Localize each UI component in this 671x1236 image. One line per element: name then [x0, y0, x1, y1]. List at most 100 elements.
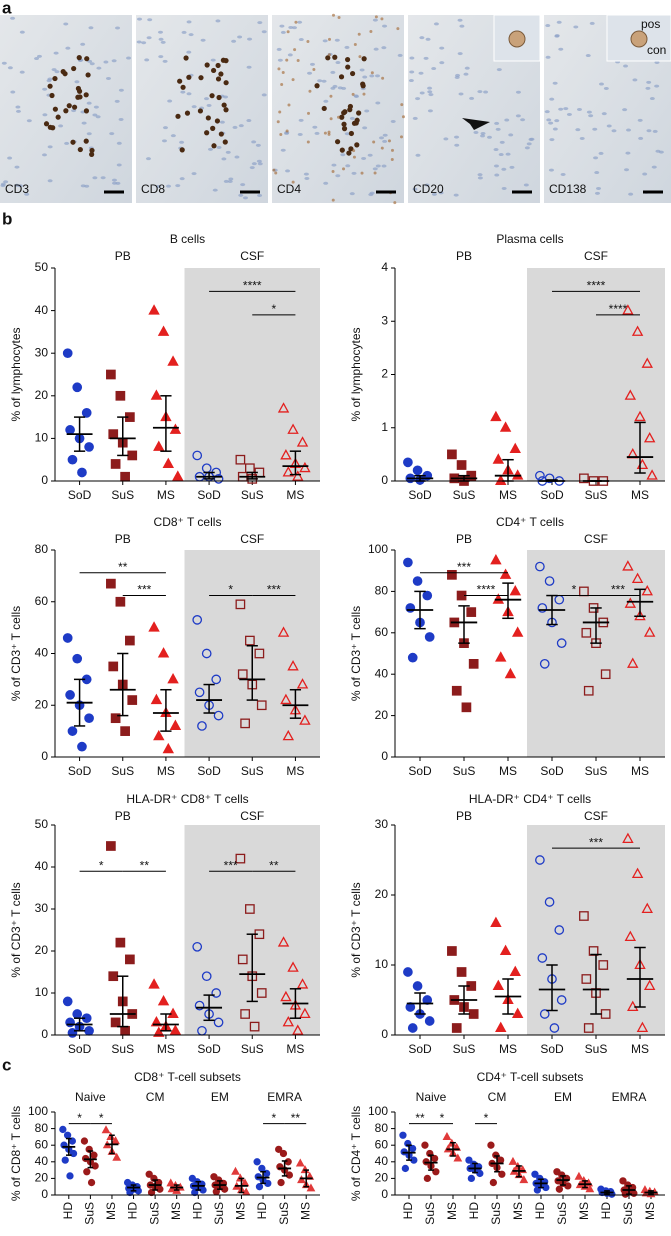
- cell: [493, 164, 499, 168]
- group-label: CSF: [584, 249, 608, 263]
- cell: [454, 135, 460, 139]
- data-point: [619, 1177, 627, 1185]
- cell: [285, 169, 291, 173]
- data-point: [624, 389, 637, 400]
- cell: [379, 136, 385, 140]
- data-point: [245, 635, 255, 646]
- data-point: [72, 653, 83, 664]
- stained-cell: [55, 114, 61, 120]
- data-point: [67, 1028, 78, 1038]
- stained-cell: [197, 108, 204, 114]
- x-tick-label: SuS: [423, 1202, 437, 1225]
- x-tick-label: SuS: [111, 764, 134, 778]
- cell: [206, 103, 212, 107]
- data-point: [67, 454, 78, 465]
- significance-label: **: [291, 1111, 301, 1125]
- cell: [546, 118, 552, 122]
- data-point: [211, 988, 222, 998]
- data-point: [72, 382, 83, 393]
- cell: [228, 177, 234, 181]
- data-point: [282, 1016, 295, 1027]
- x-tick-label: SuS: [585, 488, 608, 502]
- data-point: [499, 944, 512, 956]
- stain: [352, 149, 356, 153]
- cell: [494, 121, 500, 125]
- data-point: [254, 648, 265, 659]
- cell: [314, 131, 320, 135]
- data-point: [490, 410, 502, 422]
- cell: [309, 62, 315, 66]
- cell: [3, 180, 9, 184]
- stained-cell: [210, 125, 216, 131]
- data-point: [574, 1171, 584, 1180]
- stained-cell: [85, 72, 91, 78]
- x-tick-label: MS: [499, 764, 517, 778]
- y-axis-label: % of CD3⁺ T cells: [9, 882, 23, 977]
- data-point: [600, 1009, 611, 1019]
- stained-cell: [314, 83, 320, 89]
- cell: [586, 110, 592, 114]
- stained-cell: [345, 64, 351, 70]
- stained-cell: [218, 131, 224, 137]
- stained-cell: [354, 117, 360, 123]
- data-point: [424, 632, 435, 642]
- cell: [645, 86, 651, 90]
- stain: [352, 155, 356, 159]
- y-tick-label: 40: [35, 303, 49, 317]
- data-point: [106, 369, 116, 380]
- cell: [431, 67, 437, 71]
- stain: [291, 180, 295, 184]
- y-tick-label: 80: [35, 1121, 49, 1135]
- chart-title: CD4⁺ T cells: [496, 515, 564, 529]
- stain: [380, 146, 384, 150]
- stained-cell: [204, 62, 210, 68]
- cell: [625, 151, 631, 155]
- stain: [390, 148, 394, 152]
- data-point: [150, 389, 163, 400]
- stain: [327, 130, 331, 134]
- cell: [443, 137, 449, 141]
- cell: [554, 34, 560, 38]
- data-point: [533, 1186, 542, 1194]
- data-point: [627, 657, 639, 668]
- data-point: [537, 603, 548, 613]
- cell: [227, 179, 233, 183]
- x-tick-label: SoD: [540, 1042, 564, 1056]
- data-point: [498, 1170, 506, 1178]
- stained-cell: [43, 121, 50, 127]
- data-point: [63, 1131, 72, 1139]
- stain: [380, 17, 384, 21]
- stain: [278, 110, 282, 114]
- data-point: [641, 902, 653, 914]
- stained-cell: [360, 83, 366, 89]
- data-point: [240, 718, 250, 729]
- cell: [520, 118, 526, 122]
- x-tick-label: MS: [298, 1202, 312, 1220]
- stained-cell: [71, 104, 78, 110]
- cell: [505, 152, 511, 156]
- group-label: Naive: [416, 1090, 447, 1104]
- stained-cell: [214, 118, 221, 124]
- cell: [483, 90, 489, 94]
- cell: [277, 58, 283, 62]
- data-point: [292, 470, 304, 481]
- data-point: [581, 974, 592, 984]
- y-axis-label: % of CD3⁺ T cells: [9, 606, 23, 701]
- cell: [158, 55, 164, 59]
- cell: [167, 99, 173, 103]
- cell: [381, 164, 387, 168]
- stain: [274, 171, 278, 175]
- data-point: [461, 702, 472, 713]
- stained-cell: [71, 65, 77, 72]
- cell: [88, 26, 94, 30]
- cell: [175, 184, 181, 188]
- y-tick-label: 100: [368, 542, 388, 556]
- cell: [415, 153, 421, 157]
- stain: [279, 132, 283, 136]
- data-point: [108, 429, 119, 439]
- stained-cell: [223, 107, 229, 113]
- x-tick-label: SoD: [408, 764, 432, 778]
- data-point: [442, 1131, 452, 1140]
- stain: [328, 37, 332, 41]
- x-tick-label: SoD: [68, 488, 92, 502]
